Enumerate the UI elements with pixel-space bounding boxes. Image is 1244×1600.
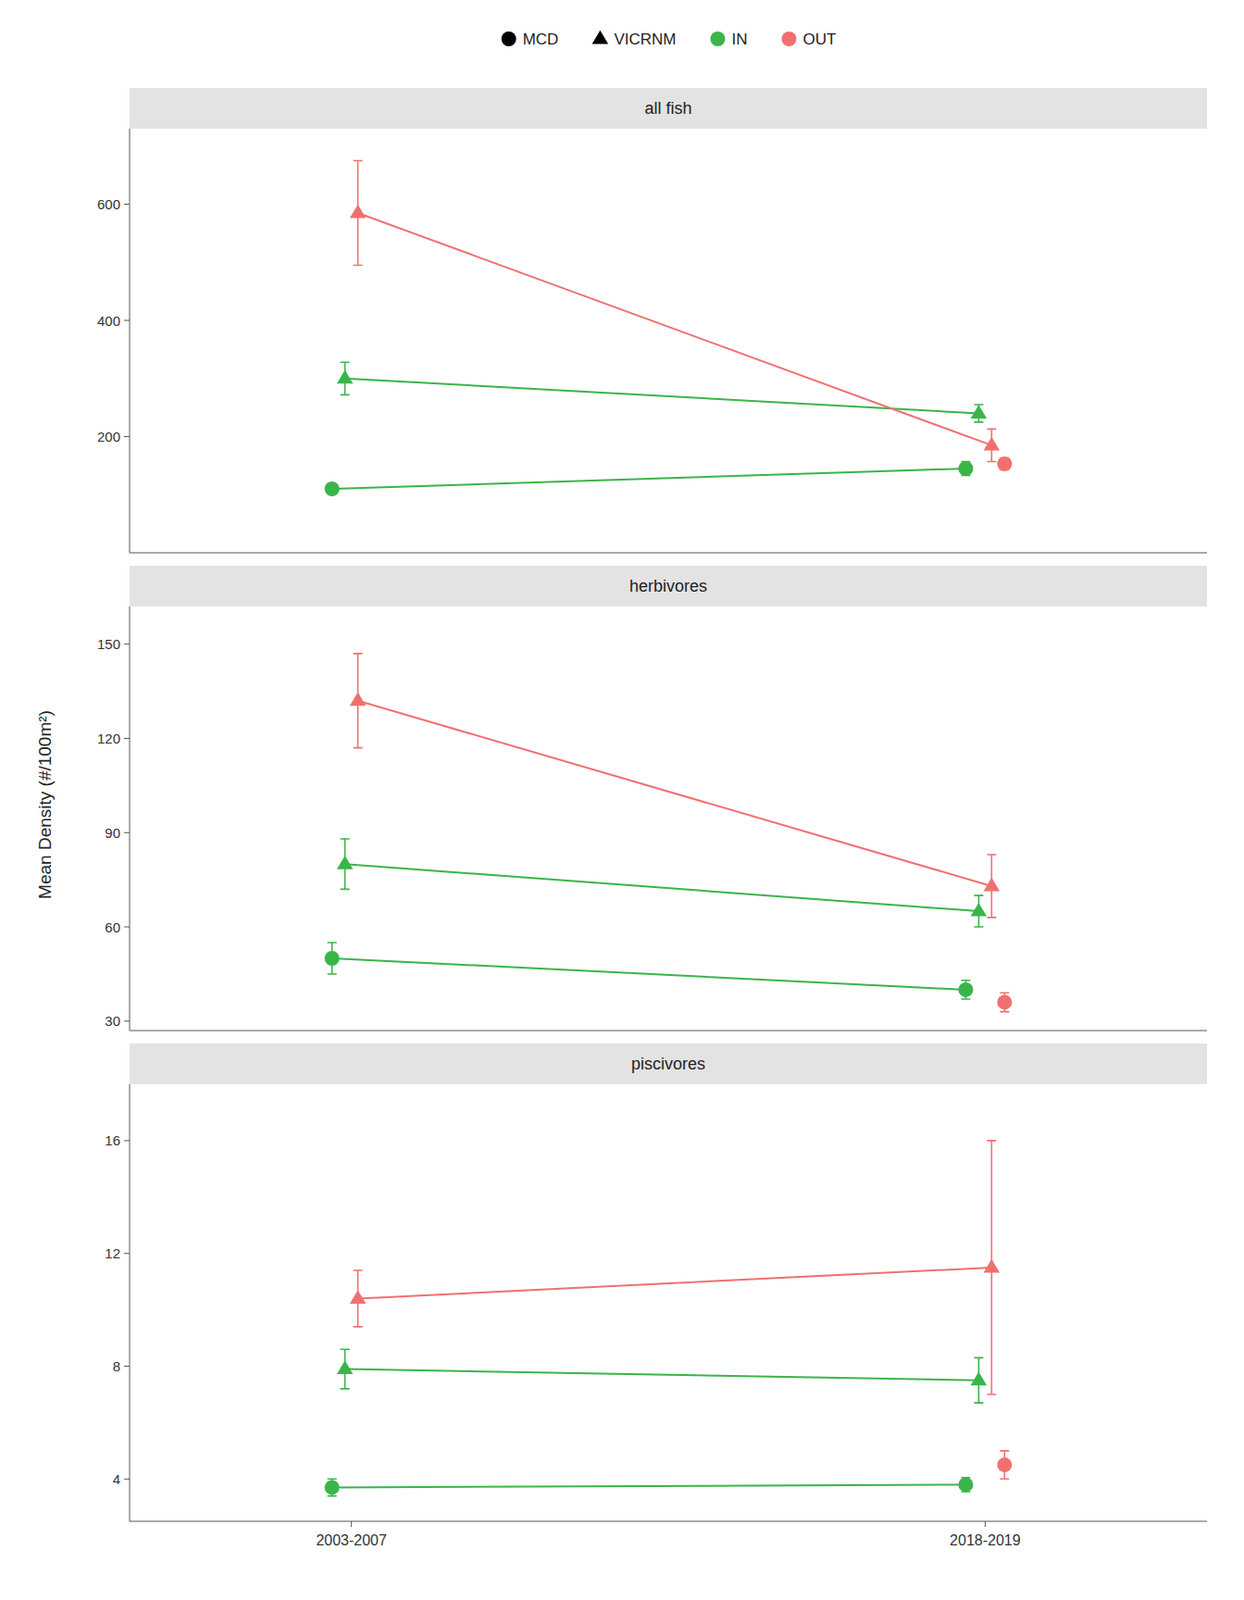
- data-point: [336, 370, 353, 385]
- y-tick-label: 200: [97, 428, 121, 445]
- plot-area: [324, 653, 1013, 1012]
- data-point: [957, 982, 973, 997]
- strip: [129, 1043, 1207, 1084]
- y-tick-label: 8: [112, 1357, 121, 1374]
- legend-marker: [709, 31, 725, 47]
- panel-title: all fish: [644, 99, 692, 118]
- panel: piscivores 4 8 12 16 2003-2007 2018-2019: [104, 1043, 1207, 1548]
- legend-label: VICRNM: [613, 30, 676, 49]
- strip: [129, 87, 1207, 129]
- x-axis-line: [129, 1030, 1207, 1032]
- y-tick: [124, 737, 130, 739]
- legend-item: IN: [709, 30, 747, 49]
- legend-marker: [781, 31, 797, 47]
- y-axis-line: [129, 128, 131, 553]
- y-tick-label: 12: [104, 1244, 121, 1261]
- data-point: [970, 404, 987, 419]
- y-tick: [124, 435, 130, 437]
- data-point: [349, 1289, 366, 1304]
- y-tick-label: 150: [97, 635, 121, 652]
- data-point: [324, 1479, 340, 1494]
- series-line: [345, 1368, 980, 1381]
- legend-label: OUT: [802, 30, 836, 49]
- y-tick-label: 16: [104, 1132, 121, 1148]
- data-point: [996, 994, 1012, 1009]
- legend: MCD VICRNM IN OUT: [501, 30, 837, 49]
- y-tick: [124, 320, 130, 322]
- data-point: [349, 204, 366, 219]
- data-point: [957, 460, 973, 476]
- legend-label: IN: [731, 30, 747, 49]
- y-tick: [124, 1139, 130, 1141]
- plot-area: [324, 1140, 1013, 1496]
- legend-marker: [501, 31, 517, 47]
- data-point: [324, 481, 340, 497]
- series-line: [345, 863, 980, 911]
- series-line: [332, 1483, 967, 1487]
- y-tick-label: 30: [104, 1012, 121, 1029]
- data-point: [957, 1476, 973, 1492]
- y-tick: [124, 1020, 130, 1021]
- y-tick: [124, 832, 130, 834]
- data-point: [983, 1258, 1000, 1273]
- y-tick-label: 60: [104, 919, 121, 935]
- plot-area: [324, 161, 1013, 497]
- y-axis-label: Mean Density (#/100m²): [35, 709, 55, 899]
- y-axis-line: [129, 606, 131, 1031]
- x-axis-line: [129, 552, 1207, 554]
- x-tick: [984, 1520, 986, 1527]
- series-line: [358, 700, 993, 886]
- panel: herbivores 30 60 90 120 150: [97, 565, 1207, 1031]
- series-line: [332, 957, 967, 990]
- data-point: [983, 877, 1000, 892]
- data-point: [996, 456, 1012, 472]
- panel: all fish 200 400 600: [97, 87, 1207, 553]
- data-point: [970, 1371, 987, 1386]
- panel-title: herbivores: [629, 576, 708, 596]
- series-line: [358, 1267, 993, 1298]
- data-point: [349, 692, 366, 707]
- legend-label: MCD: [522, 30, 560, 49]
- chart: all fish 200 400 600 herbivores 30 60 90 120 150 p…: [0, 0, 1244, 1600]
- legend-item: MCD: [501, 30, 560, 49]
- data-point: [970, 902, 987, 917]
- y-tick: [124, 1252, 130, 1254]
- y-tick-label: 400: [97, 312, 121, 329]
- y-tick: [124, 1365, 130, 1367]
- series-line: [358, 212, 993, 446]
- data-point: [996, 1456, 1012, 1472]
- x-tick: [350, 1520, 352, 1527]
- series-line: [345, 378, 980, 414]
- legend-item: OUT: [781, 30, 836, 49]
- panel-title: piscivores: [631, 1054, 706, 1073]
- y-tick: [124, 1478, 130, 1480]
- x-tick-label: 2018-2019: [949, 1531, 1021, 1548]
- data-point: [336, 855, 353, 870]
- series-line: [332, 468, 967, 489]
- x-tick-label: 2003-2007: [315, 1531, 387, 1548]
- legend-marker: [592, 30, 609, 45]
- y-tick-label: 600: [97, 196, 121, 212]
- y-axis-line: [129, 1083, 131, 1521]
- data-point: [324, 950, 340, 966]
- strip: [129, 565, 1207, 607]
- legend-item: VICRNM: [592, 30, 677, 49]
- y-tick-label: 4: [112, 1470, 121, 1487]
- y-tick: [124, 203, 130, 205]
- y-tick-label: 120: [97, 730, 121, 747]
- y-tick: [124, 926, 130, 928]
- data-point: [336, 1359, 353, 1374]
- y-tick-label: 90: [104, 824, 121, 841]
- x-axis-line: [129, 1520, 1207, 1522]
- data-point: [983, 436, 1000, 451]
- y-tick: [124, 643, 130, 645]
